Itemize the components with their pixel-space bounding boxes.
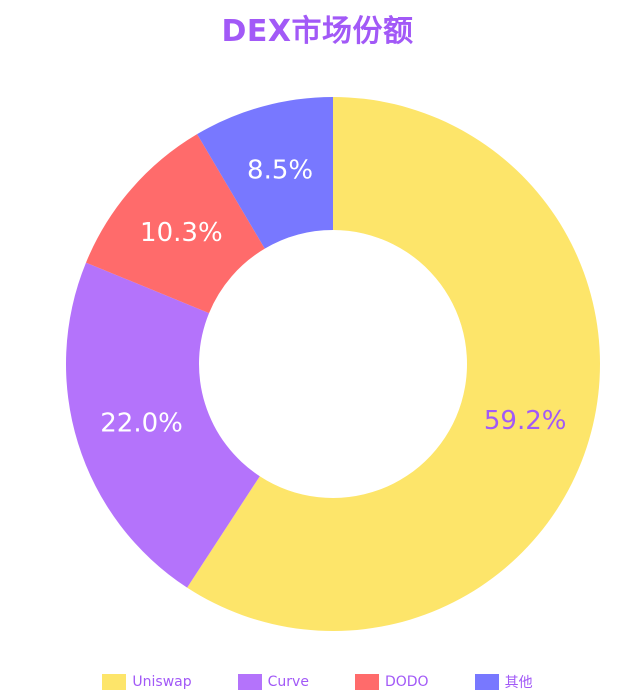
slice-curve[interactable]: [65, 262, 260, 588]
legend-swatch: [237, 674, 262, 690]
legend-label: Uniswap: [132, 674, 192, 690]
legend-swatch: [102, 674, 127, 690]
slice-label-uniswap: 59.2%: [484, 406, 567, 436]
legend-item-dodo[interactable]: DODO: [354, 672, 429, 692]
slice-label-其他: 8.5%: [247, 156, 313, 186]
legend-item-其他[interactable]: 其他: [474, 672, 533, 692]
slice-uniswap[interactable]: [187, 97, 600, 631]
legend-label: DODO: [384, 674, 429, 690]
slice-其他[interactable]: [197, 97, 333, 249]
legend-swatch: [354, 674, 379, 690]
legend: Uniswap Curve DODO 其他: [0, 672, 635, 692]
slice-label-dodo: 10.3%: [140, 218, 223, 248]
slice-dodo[interactable]: [86, 134, 265, 314]
slice-label-curve: 22.0%: [100, 409, 183, 439]
chart-title: DEX市场份额: [221, 14, 414, 49]
donut-chart: 59.2% 22.0% 10.3% 8.5%: [65, 97, 600, 631]
legend-swatch: [474, 674, 499, 690]
legend-label: Curve: [267, 674, 309, 690]
legend-item-uniswap[interactable]: Uniswap: [102, 672, 192, 692]
legend-item-curve[interactable]: Curve: [237, 672, 309, 692]
legend-label: 其他: [504, 675, 533, 691]
